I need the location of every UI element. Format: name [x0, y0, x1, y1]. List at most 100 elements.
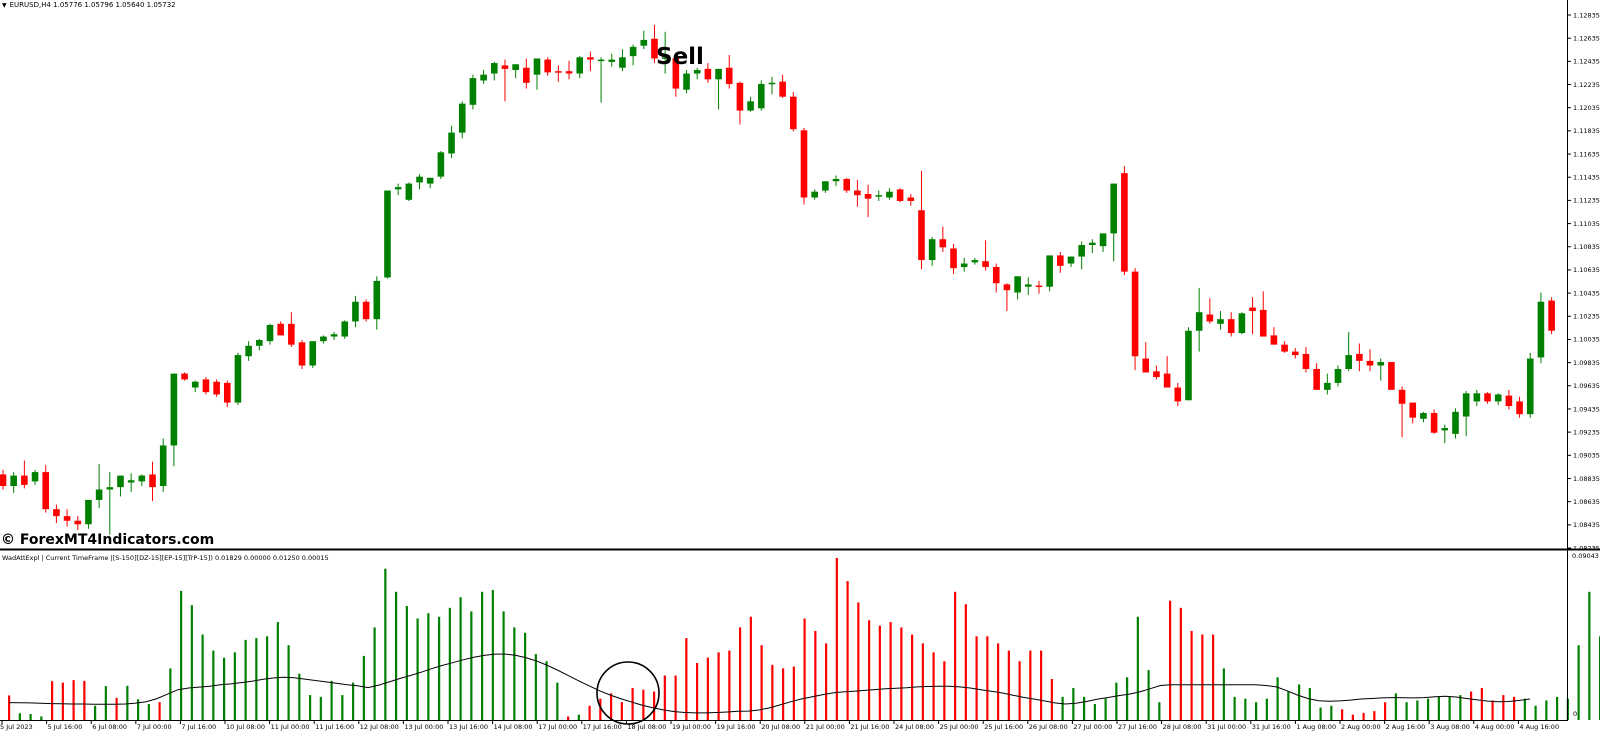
candle: [1185, 327, 1192, 401]
candle-body: [31, 472, 39, 482]
candle-body: [1313, 368, 1320, 390]
candle: [1046, 255, 1053, 292]
candle-body: [1473, 393, 1481, 402]
time-label: 4 Aug 00:00: [1475, 723, 1515, 731]
candle-body: [42, 472, 50, 510]
candle: [918, 170, 925, 270]
indicator-bar: [1201, 634, 1204, 720]
indicator-bar: [1330, 705, 1333, 720]
indicator-bar: [921, 643, 924, 720]
candle: [683, 70, 690, 94]
indicator-bar: [470, 611, 473, 720]
candle-body: [950, 248, 957, 269]
indicator-bar: [438, 616, 441, 720]
candle: [1420, 411, 1427, 423]
candle-body: [426, 177, 434, 184]
indicator-bar: [792, 666, 795, 720]
candle-body: [1206, 314, 1214, 322]
candle: [896, 188, 904, 203]
circle-highlight-icon: [596, 661, 660, 725]
candle-body: [309, 341, 317, 366]
candle: [288, 312, 295, 347]
candle-body: [416, 176, 423, 183]
candle-body: [1003, 284, 1011, 291]
indicator-bar: [706, 657, 709, 720]
candle: [117, 475, 124, 497]
candle: [1078, 241, 1085, 270]
indicator-bar: [717, 652, 720, 720]
indicator-bar: [373, 627, 376, 720]
time-label: 17 Jul 16:00: [583, 723, 622, 731]
time-label: 19 Jul 16:00: [717, 723, 756, 731]
candle: [1516, 396, 1523, 418]
candle-body: [1484, 393, 1491, 402]
indicator-bar: [1394, 693, 1397, 720]
time-label: 1 Aug 08:00: [1296, 723, 1336, 731]
candle-body: [854, 190, 861, 196]
candle: [437, 151, 445, 179]
time-label: 11 Jul 16:00: [315, 723, 354, 731]
sell-label: Sell: [656, 44, 704, 70]
candle-body: [1057, 255, 1064, 266]
candle-body: [202, 379, 210, 393]
candle-body: [362, 301, 370, 320]
indicator-bar: [319, 696, 322, 720]
candle-body: [608, 59, 616, 62]
candle-body: [1035, 285, 1043, 288]
indicator-bar: [491, 590, 494, 720]
candle: [597, 57, 605, 103]
indicator-bar: [1040, 650, 1043, 720]
candle-body: [53, 509, 60, 517]
indicator-bar: [1029, 650, 1032, 720]
candle: [1174, 382, 1182, 407]
candle: [768, 76, 776, 95]
candle: [53, 504, 60, 524]
candle: [992, 263, 1000, 293]
indicator-bar: [1287, 691, 1290, 720]
price-label: 1.11635: [1573, 150, 1600, 158]
triangle-down-icon[interactable]: ▼: [2, 1, 7, 9]
indicator-bar: [964, 604, 967, 720]
candle: [779, 74, 786, 98]
candle-body: [811, 191, 818, 198]
price-label: 1.10635: [1573, 266, 1600, 274]
candle: [960, 257, 968, 272]
candle: [1153, 365, 1160, 380]
candle: [416, 174, 423, 190]
time-label: 7 Jul 16:00: [181, 723, 216, 731]
candle: [490, 61, 498, 81]
candle-body: [1430, 413, 1438, 433]
indicator-scale-bottom: 0: [1573, 710, 1577, 718]
candle-body: [1174, 387, 1182, 402]
time-label: 28 Jul 08:00: [1163, 723, 1202, 731]
indicator-bar: [943, 661, 946, 720]
candle-body: [1366, 360, 1374, 366]
candle: [106, 472, 114, 535]
indicator-bar: [29, 713, 32, 720]
indicator-bar: [180, 590, 183, 720]
candle-body: [0, 474, 7, 487]
indicator-bar: [878, 625, 881, 720]
candle-body: [1494, 394, 1502, 402]
candle: [341, 320, 349, 339]
indicator-bar: [201, 634, 204, 720]
candle-body: [896, 189, 904, 201]
candle-body: [523, 67, 530, 83]
indicator-bar: [298, 673, 301, 720]
candle-body: [971, 260, 979, 263]
indicator-bar: [72, 680, 75, 720]
candle-body: [661, 57, 669, 59]
candle-body: [1185, 330, 1192, 401]
candle-body: [1345, 355, 1352, 369]
indicator-bar: [782, 668, 785, 720]
indicator-bar: [696, 663, 699, 720]
time-label: 25 Jul 00:00: [940, 723, 979, 731]
candle-body: [1024, 284, 1032, 287]
time-label: 17 Jul 00:00: [538, 723, 577, 731]
candle-body: [341, 321, 349, 337]
candle-body: [1067, 256, 1075, 264]
price-label: 1.09635: [1573, 382, 1600, 390]
time-label: 25 Jul 16:00: [984, 723, 1023, 731]
candle: [266, 323, 274, 345]
